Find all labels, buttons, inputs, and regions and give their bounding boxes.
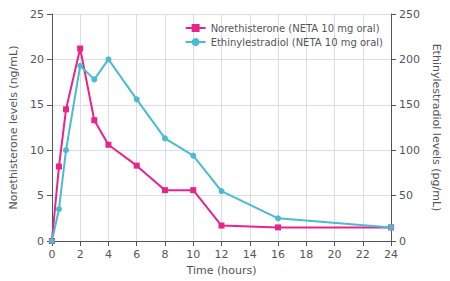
svg-text:4: 4	[105, 248, 112, 261]
svg-text:15: 15	[30, 98, 44, 111]
svg-text:Time (hours): Time (hours)	[186, 264, 257, 277]
svg-text:10: 10	[30, 144, 44, 157]
svg-text:25: 25	[30, 8, 44, 21]
svg-text:Norethisterone (NETA 10 mg ora: Norethisterone (NETA 10 mg oral)	[211, 23, 380, 34]
svg-text:200: 200	[399, 53, 420, 66]
svg-text:250: 250	[399, 8, 420, 21]
svg-text:16: 16	[271, 248, 285, 261]
svg-text:20: 20	[30, 53, 44, 66]
svg-text:Ethinylestradiol levels (pg/mL: Ethinylestradiol levels (pg/mL)	[430, 44, 443, 212]
svg-text:8: 8	[161, 248, 168, 261]
svg-text:20: 20	[328, 248, 342, 261]
svg-text:10: 10	[186, 248, 200, 261]
svg-text:18: 18	[299, 248, 313, 261]
svg-text:6: 6	[133, 248, 140, 261]
svg-text:150: 150	[399, 98, 420, 111]
svg-text:5: 5	[37, 189, 44, 202]
svg-text:22: 22	[356, 248, 370, 261]
svg-text:24: 24	[384, 248, 398, 261]
svg-text:100: 100	[399, 144, 420, 157]
svg-text:12: 12	[215, 248, 229, 261]
svg-text:0: 0	[37, 235, 44, 248]
svg-text:0: 0	[399, 235, 406, 248]
svg-text:14: 14	[243, 248, 257, 261]
svg-text:50: 50	[399, 189, 413, 202]
svg-text:2: 2	[77, 248, 84, 261]
svg-text:0: 0	[48, 248, 55, 261]
svg-text:Norethisterone levels (ng/mL): Norethisterone levels (ng/mL)	[7, 46, 20, 210]
svg-text:Ethinylestradiol (NETA 10 mg o: Ethinylestradiol (NETA 10 mg oral)	[211, 37, 383, 48]
